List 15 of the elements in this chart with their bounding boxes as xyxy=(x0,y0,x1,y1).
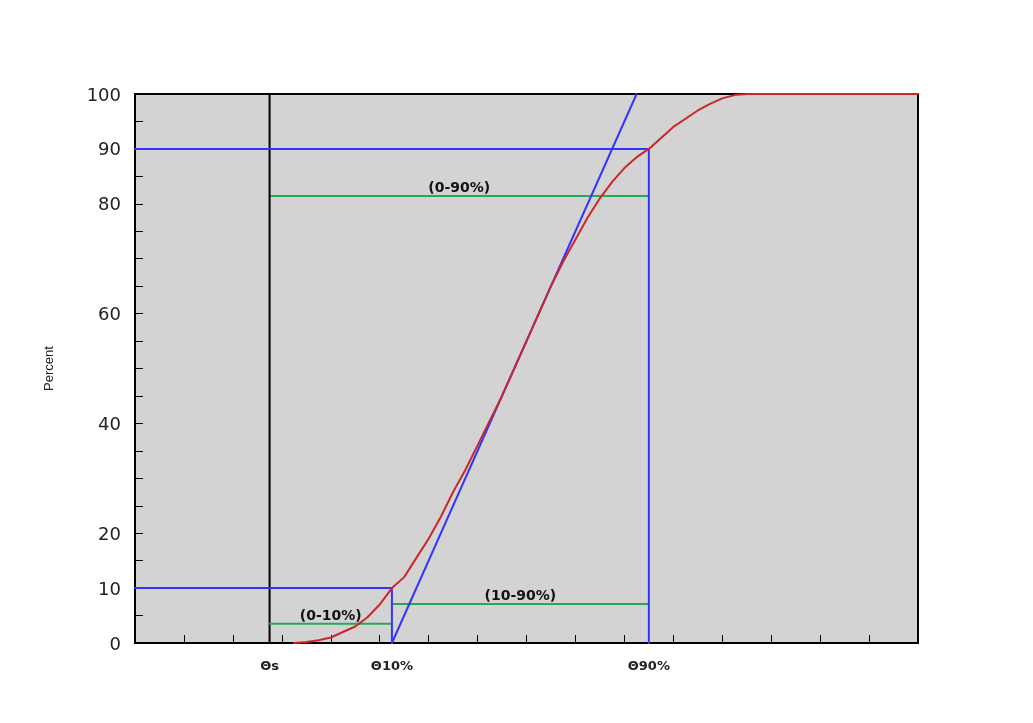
y-tick-label: 80 xyxy=(98,193,121,215)
series-label: (10-90%) xyxy=(484,587,557,604)
x-tick-label: Θ90% xyxy=(627,658,670,673)
x-tick-label: Θs xyxy=(260,658,280,673)
y-tick-label: 60 xyxy=(98,303,121,325)
y-tick-label: 20 xyxy=(98,522,121,544)
y-axis-title: Percent xyxy=(41,345,56,391)
y-tick-label: 90 xyxy=(98,138,121,160)
x-tick-label: Θ10% xyxy=(370,658,414,673)
series-label: (0-90%) xyxy=(428,179,491,196)
y-tick-label: 0 xyxy=(109,632,121,654)
y-tick-label: 100 xyxy=(86,83,121,105)
series-label: (0-10%) xyxy=(299,606,362,623)
y-tick-label: 10 xyxy=(98,577,121,599)
y-tick-label: 40 xyxy=(98,412,121,434)
